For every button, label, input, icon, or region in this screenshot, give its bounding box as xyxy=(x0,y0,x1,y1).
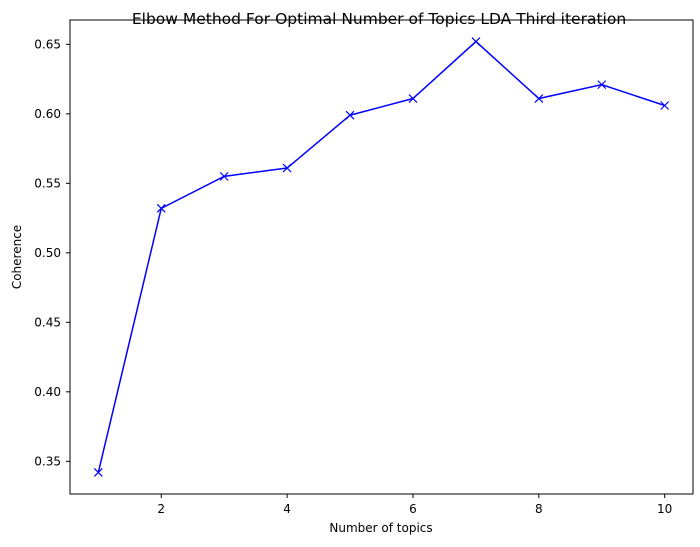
y-tick-label: 0.35 xyxy=(34,454,61,468)
data-point-marker xyxy=(471,37,481,46)
data-point-marker xyxy=(219,171,229,181)
data-point-marker xyxy=(282,163,292,173)
x-tick-label: 10 xyxy=(657,502,672,516)
series-markers xyxy=(93,37,670,477)
data-point-marker xyxy=(408,94,418,103)
series-line xyxy=(97,40,665,473)
y-tick-label: 0.45 xyxy=(34,315,61,329)
data-point-marker xyxy=(597,80,607,90)
data-point-marker xyxy=(156,203,166,213)
y-tick-label: 0.55 xyxy=(34,176,61,190)
x-axis: 2 4 6 8 10 xyxy=(157,494,672,516)
data-point-marker xyxy=(660,101,670,110)
data-point-marker xyxy=(93,468,103,477)
y-tick-label: 0.40 xyxy=(34,385,61,399)
y-axis-label: Coherence xyxy=(10,225,24,289)
x-tick-label: 6 xyxy=(409,502,417,516)
x-axis-label: Number of topics xyxy=(329,521,432,535)
data-point-marker xyxy=(345,110,355,120)
chart-title: Elbow Method For Optimal Number of Topic… xyxy=(132,10,626,28)
x-tick-label: 2 xyxy=(157,502,165,516)
x-tick-label: 4 xyxy=(283,502,291,516)
axes-frame xyxy=(69,19,694,495)
y-tick-label: 0.50 xyxy=(34,246,61,260)
y-axis: 0.35 0.40 0.45 0.50 0.55 0.60 0.65 xyxy=(34,37,70,468)
y-tick-label: 0.65 xyxy=(34,37,61,51)
plot-area: 2 4 6 8 10 0.35 0.40 0.45 0.50 0.55 0.60 0.65 xyxy=(34,19,694,516)
y-tick-label: 0.60 xyxy=(34,107,61,121)
data-point-marker xyxy=(534,94,544,103)
x-tick-label: 8 xyxy=(535,502,543,516)
